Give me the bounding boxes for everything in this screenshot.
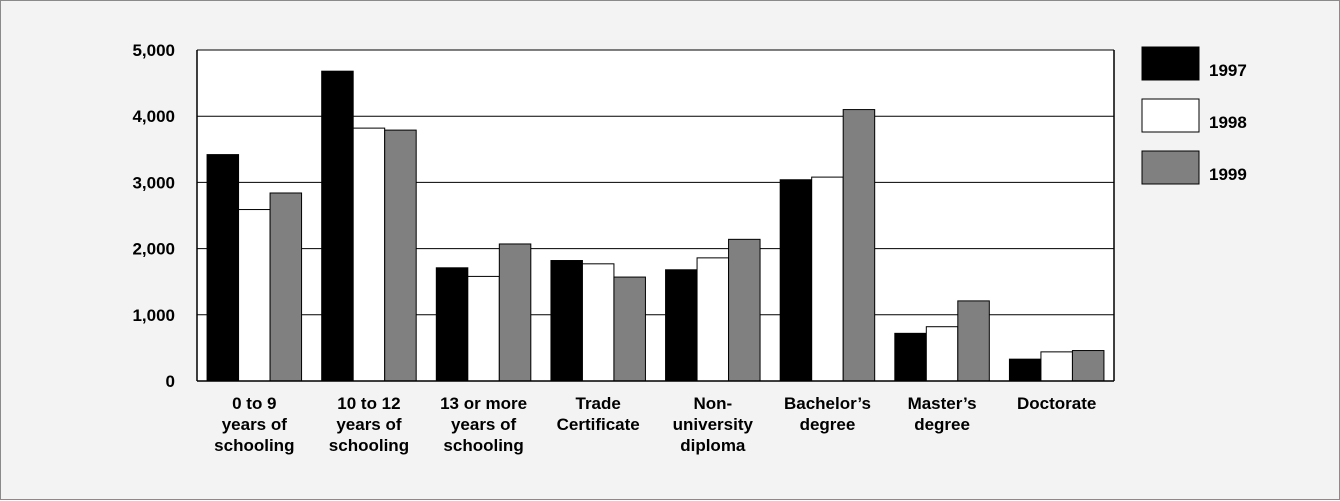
bar-1998-3 bbox=[467, 275, 500, 382]
category-label-line: schooling bbox=[443, 436, 523, 455]
bar-1998-5 bbox=[696, 257, 730, 382]
y-tick-label: 4,000 bbox=[132, 107, 175, 126]
category-label: 13 or more years of schooling bbox=[440, 394, 527, 455]
y-tick-label: 3,000 bbox=[132, 173, 175, 192]
bar-1998-4 bbox=[581, 263, 615, 382]
legend-label-1997: 1997 bbox=[1209, 61, 1247, 80]
bar-1997-7 bbox=[894, 332, 927, 382]
category-label-line: Trade bbox=[576, 394, 621, 413]
legend-label-1999: 1999 bbox=[1209, 165, 1247, 184]
category-label-line: schooling bbox=[329, 436, 409, 455]
category-label-line: Master’s bbox=[908, 394, 977, 413]
y-tick-label: 5,000 bbox=[132, 41, 175, 60]
bar-1999-4 bbox=[613, 276, 646, 382]
bar-1998-7 bbox=[925, 326, 959, 382]
legend: 1997 1998 1999 bbox=[1141, 46, 1247, 185]
category-label-line: years of bbox=[451, 415, 517, 434]
category-label: 10 to 12 years of schooling bbox=[329, 394, 409, 455]
bar-1998-2 bbox=[352, 127, 386, 382]
bar-1997-8 bbox=[1008, 358, 1042, 382]
category-label-line: degree bbox=[914, 415, 970, 434]
category-label-line: 10 to 12 bbox=[337, 394, 400, 413]
bar-1999-5 bbox=[728, 238, 761, 382]
category-label-line: Doctorate bbox=[1017, 394, 1096, 413]
category-label-line: Bachelor’s bbox=[784, 394, 871, 413]
bar-1999-3 bbox=[498, 243, 532, 382]
axes bbox=[196, 49, 1115, 382]
category-label-line: schooling bbox=[214, 436, 294, 455]
bar-1999-7 bbox=[957, 300, 990, 382]
legend-label-1998: 1998 bbox=[1209, 113, 1247, 132]
bar-1998-6 bbox=[811, 176, 844, 382]
category-label-line: 13 or more bbox=[440, 394, 527, 413]
category-label-line: years of bbox=[336, 415, 402, 434]
category-label: Trade Certificate bbox=[557, 394, 640, 434]
y-tick-label: 0 bbox=[166, 372, 175, 391]
category-label-line: degree bbox=[800, 415, 856, 434]
bar-1997-4 bbox=[550, 260, 583, 382]
category-label: Bachelor’s degree bbox=[784, 394, 871, 434]
bar-1997-6 bbox=[779, 179, 813, 382]
bar-1999-1 bbox=[269, 192, 303, 382]
category-label: Non-university diploma bbox=[673, 394, 754, 455]
category-label-line: Certificate bbox=[557, 415, 640, 434]
bar-1998-8 bbox=[1040, 351, 1073, 382]
category-label-line: Non- bbox=[693, 394, 732, 413]
category-label-line: years of bbox=[222, 415, 288, 434]
bar-1997-2 bbox=[321, 70, 354, 382]
bars bbox=[206, 70, 1105, 382]
bar-1999-6 bbox=[842, 109, 876, 382]
category-label: Doctorate bbox=[1017, 394, 1096, 413]
bar-1997-5 bbox=[665, 269, 698, 382]
category-label-line: 0 to 9 bbox=[232, 394, 276, 413]
legend-swatch-1998 bbox=[1141, 98, 1200, 133]
x-axis-categories: 0 to 9 years of schooling 10 to 12 years of s… bbox=[214, 394, 1096, 455]
category-label: 0 to 9 years of schooling bbox=[214, 394, 294, 455]
bar-1997-3 bbox=[435, 267, 469, 382]
legend-swatch-1999 bbox=[1141, 150, 1200, 185]
y-tick-label: 1,000 bbox=[132, 306, 175, 325]
y-tick-label: 2,000 bbox=[132, 240, 175, 259]
bar-1997-1 bbox=[206, 154, 240, 382]
category-label-line: university bbox=[673, 415, 754, 434]
bar-1999-2 bbox=[384, 129, 417, 382]
legend-swatch-1997 bbox=[1141, 46, 1200, 81]
category-label: Master’s degree bbox=[908, 394, 977, 434]
y-axis-ticks: 0 1,000 2,000 3,000 4,000 5,000 bbox=[132, 41, 175, 391]
bar-1998-1 bbox=[238, 209, 271, 382]
category-label-line: diploma bbox=[680, 436, 746, 455]
bar-1999-8 bbox=[1071, 350, 1105, 382]
